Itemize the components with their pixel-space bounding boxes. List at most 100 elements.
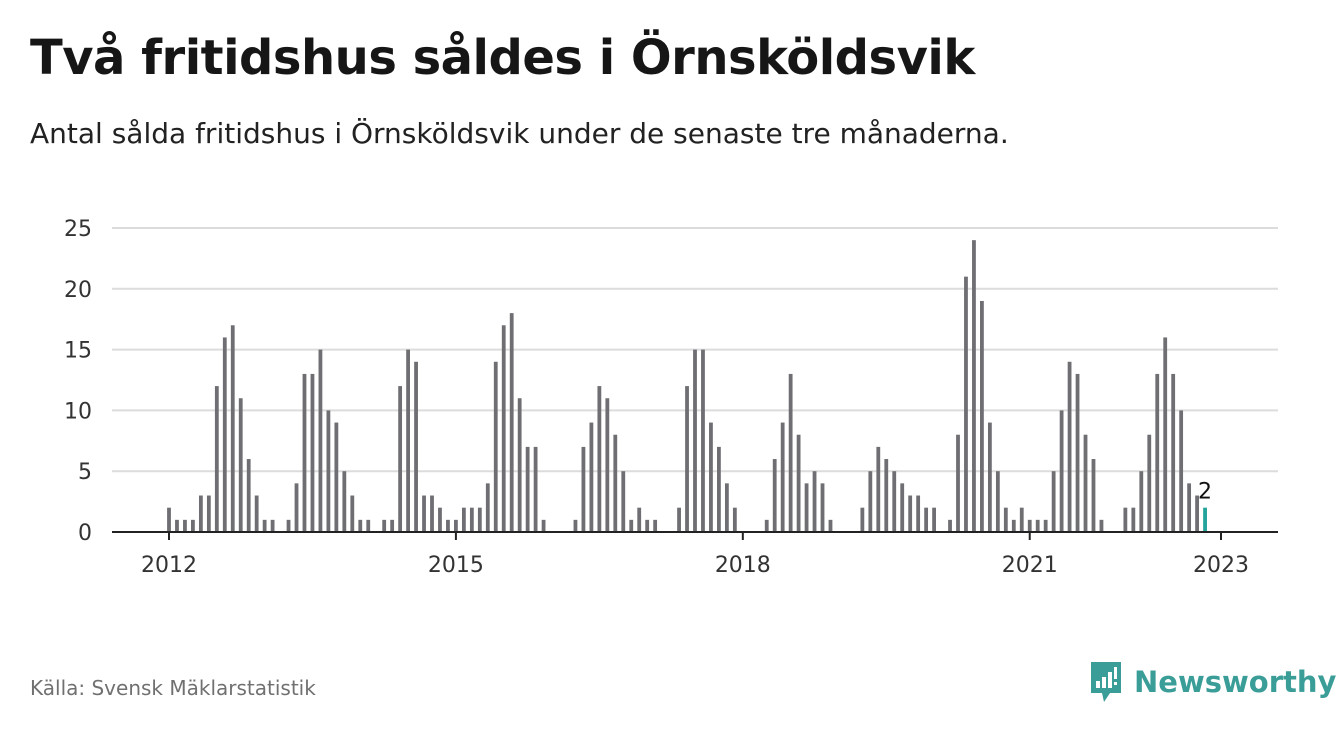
bar — [318, 349, 323, 532]
bar — [262, 519, 267, 532]
bar — [876, 446, 881, 532]
bar — [732, 507, 737, 532]
bar — [206, 495, 211, 532]
bar — [980, 300, 984, 532]
y-tick-label: 5 — [78, 460, 92, 485]
bar — [509, 313, 514, 532]
bar — [1155, 373, 1160, 532]
y-tick-label: 20 — [64, 278, 92, 303]
x-tick-label: 2015 — [428, 553, 484, 578]
y-tick-label: 25 — [64, 217, 92, 242]
bar — [764, 519, 769, 532]
x-tick-label: 2018 — [715, 553, 771, 578]
bar — [1091, 459, 1096, 532]
bar — [525, 446, 530, 532]
bar — [533, 446, 538, 532]
bar — [629, 519, 634, 532]
bar — [701, 349, 705, 532]
bar — [597, 386, 602, 532]
x-tick-label: 2023 — [1193, 553, 1249, 578]
bar — [167, 507, 171, 532]
bar — [613, 434, 618, 532]
brand-logo: Newsworthy — [1088, 660, 1336, 704]
bar — [1019, 507, 1024, 532]
bar — [828, 519, 833, 532]
bar — [469, 507, 474, 532]
bar — [342, 471, 347, 532]
bar — [724, 483, 729, 532]
bar — [717, 446, 721, 532]
bar — [541, 519, 546, 532]
bar — [972, 240, 976, 532]
bar — [772, 459, 777, 532]
bar — [605, 398, 610, 532]
bar — [1195, 495, 1199, 532]
bar — [191, 519, 195, 532]
bar — [390, 519, 395, 532]
chart-title: Två fritidshus såldes i Örnsköldsvik — [30, 30, 975, 86]
bar — [366, 519, 371, 532]
chart-subtitle: Antal sålda fritidshus i Örnsköldsvik un… — [30, 117, 1009, 150]
bar — [358, 519, 363, 532]
bar-highlight — [1203, 507, 1207, 532]
bar — [493, 361, 498, 532]
bar — [334, 422, 339, 532]
bar — [254, 495, 259, 532]
bar — [406, 349, 410, 532]
bar — [1187, 483, 1192, 532]
bar — [398, 386, 403, 532]
bar — [932, 507, 936, 532]
bar — [987, 422, 992, 532]
bar — [198, 495, 203, 532]
bar — [1067, 361, 1072, 532]
y-tick-label: 10 — [64, 399, 92, 424]
bar — [270, 519, 275, 532]
bar — [350, 495, 355, 532]
bar — [1027, 519, 1032, 532]
bar — [653, 519, 658, 532]
bar — [924, 507, 929, 532]
bar — [884, 459, 889, 532]
x-tick-label: 2021 — [1002, 553, 1058, 578]
bar — [908, 495, 913, 532]
bar — [222, 337, 227, 532]
bar — [1163, 337, 1168, 532]
bar — [517, 398, 522, 532]
bar — [302, 373, 307, 532]
bar — [430, 495, 434, 532]
bar — [788, 373, 793, 532]
bar — [1035, 519, 1040, 532]
x-tick-label: 2012 — [141, 553, 197, 578]
bar — [621, 471, 626, 532]
bar — [1011, 519, 1016, 532]
bar — [446, 519, 450, 532]
bar — [1171, 373, 1176, 532]
bar — [900, 483, 905, 532]
bar — [1059, 410, 1064, 532]
bar — [414, 361, 418, 532]
bar — [1099, 519, 1104, 532]
bar — [501, 325, 506, 532]
bar — [709, 422, 713, 532]
bar — [1075, 373, 1080, 532]
bar — [956, 434, 960, 532]
bar — [326, 410, 331, 532]
bar — [230, 325, 235, 532]
bar — [804, 483, 809, 532]
bar — [454, 519, 458, 532]
bar — [812, 471, 817, 532]
bar — [214, 386, 219, 532]
bar — [1051, 471, 1056, 532]
bar — [916, 495, 921, 532]
bar — [175, 519, 179, 532]
bar — [1043, 519, 1048, 532]
bar — [645, 519, 650, 532]
bar — [422, 495, 426, 532]
source-note: Källa: Svensk Mäklarstatistik — [30, 676, 316, 700]
bar — [796, 434, 801, 532]
bar — [1003, 507, 1008, 532]
bar — [995, 471, 1000, 532]
bar — [573, 519, 578, 532]
bar — [238, 398, 243, 532]
